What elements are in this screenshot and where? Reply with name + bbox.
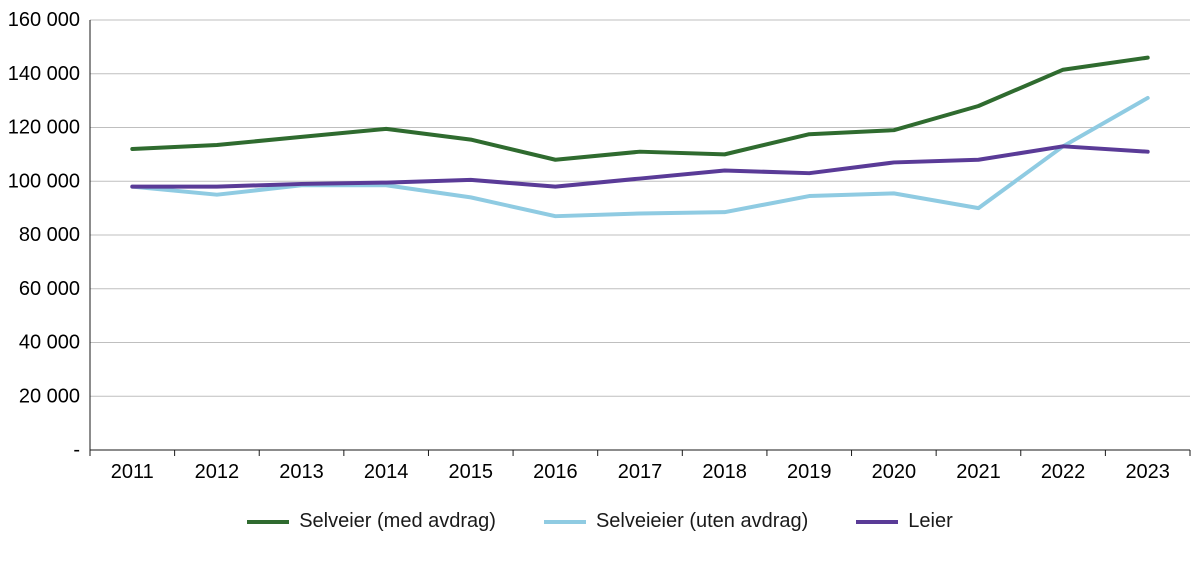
chart-legend: Selveier (med avdrag) Selveieier (uten av… bbox=[0, 510, 1200, 533]
x-tick-label: 2017 bbox=[618, 461, 663, 483]
y-tick-label: 20 000 bbox=[19, 385, 80, 407]
y-tick-label: 100 000 bbox=[8, 170, 80, 192]
x-tick-label: 2018 bbox=[702, 461, 747, 483]
x-tick-label: 2011 bbox=[111, 461, 154, 483]
x-tick-label: 2012 bbox=[195, 461, 240, 483]
x-tick-label: 2020 bbox=[872, 461, 917, 483]
x-tick-label: 2016 bbox=[533, 461, 578, 483]
y-tick-label: 160 000 bbox=[8, 9, 80, 31]
y-tick-label: 80 000 bbox=[19, 224, 80, 246]
y-tick-label: 60 000 bbox=[19, 278, 80, 300]
x-tick-label: 2022 bbox=[1041, 461, 1086, 483]
legend-item-leier: Leier bbox=[856, 510, 952, 533]
y-tick-label: 140 000 bbox=[8, 63, 80, 85]
x-tick-label: 2019 bbox=[787, 461, 832, 483]
x-tick-label: 2013 bbox=[279, 461, 324, 483]
series-selveier_med_avdrag bbox=[132, 58, 1147, 160]
legend-swatch bbox=[856, 520, 898, 524]
legend-item-selveier_uten_avdrag: Selveieier (uten avdrag) bbox=[544, 510, 808, 533]
legend-label: Selveieier (uten avdrag) bbox=[596, 510, 808, 533]
legend-item-selveier_med_avdrag: Selveier (med avdrag) bbox=[247, 510, 496, 533]
x-tick-label: 2014 bbox=[364, 461, 409, 483]
legend-label: Leier bbox=[908, 510, 952, 533]
x-tick-label: 2021 bbox=[956, 461, 1001, 483]
line-chart: - 20 000 40 000 60 000 80 000 100 000 120 000 1… bbox=[0, 0, 1200, 561]
y-tick-label: 40 000 bbox=[19, 332, 80, 354]
legend-swatch bbox=[544, 520, 586, 524]
chart-canvas: - 20 000 40 000 60 000 80 000 100 000 120 000 1… bbox=[0, 0, 1200, 561]
legend-label: Selveier (med avdrag) bbox=[299, 510, 496, 533]
legend-swatch bbox=[247, 520, 289, 524]
y-tick-label: - bbox=[73, 439, 80, 461]
x-tick-label: 2023 bbox=[1125, 461, 1170, 483]
x-tick-label: 2015 bbox=[449, 461, 494, 483]
y-tick-label: 120 000 bbox=[8, 117, 80, 139]
